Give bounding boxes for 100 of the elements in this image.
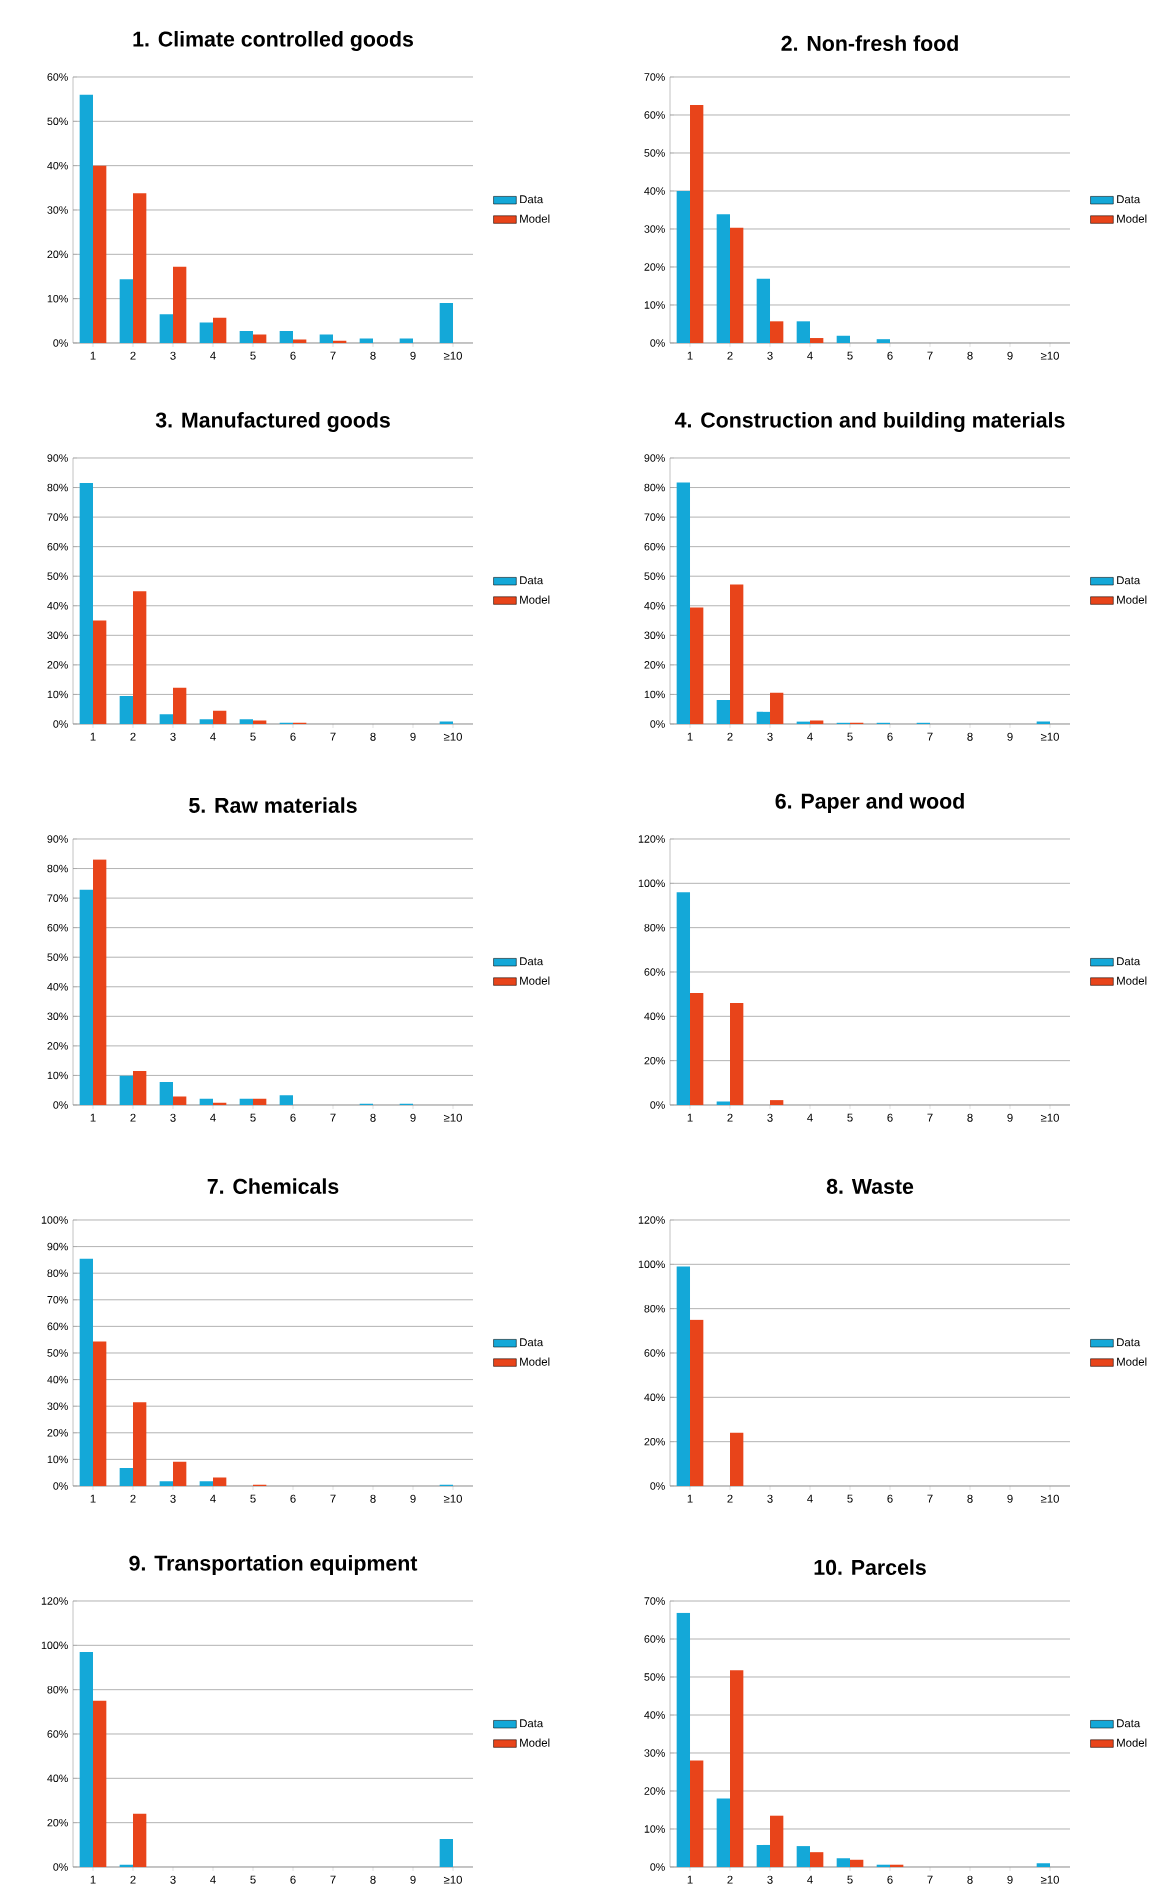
- x-tick-label: 9: [1007, 1113, 1013, 1122]
- x-tick-label: 5: [250, 1494, 256, 1503]
- x-tick-label: 8: [370, 732, 376, 741]
- bar: [676, 1612, 691, 1867]
- y-tick-label: 60%: [644, 542, 665, 551]
- x-tick-label: 8: [370, 1875, 376, 1884]
- chart-title: 8. Waste: [826, 1178, 914, 1194]
- y-tick-label: 10%: [47, 690, 68, 699]
- y-tick-label: 10%: [644, 301, 665, 309]
- bar: [836, 335, 851, 343]
- y-tick-label: 60%: [47, 1730, 68, 1738]
- bar: [133, 193, 147, 343]
- x-tick-label: ≥10: [1040, 1875, 1059, 1884]
- x-tick-label: 7: [927, 1494, 933, 1503]
- y-tick-label: 40%: [644, 601, 665, 610]
- y-tick-label: 50%: [644, 572, 665, 580]
- y-tick-label: 20%: [47, 661, 68, 669]
- y-tick-label: 20%: [47, 1429, 68, 1437]
- y-tick-label: 30%: [47, 1402, 68, 1410]
- x-tick-label: 3: [767, 1113, 773, 1122]
- x-tick-label: 7: [927, 1113, 933, 1122]
- x-tick-label: 1: [90, 1875, 96, 1884]
- bar: [239, 719, 253, 724]
- legend-label: Model: [1117, 1357, 1147, 1366]
- y-tick-label: 100%: [41, 1641, 68, 1650]
- y-tick-label: 30%: [644, 1749, 665, 1757]
- bar: [199, 1098, 213, 1105]
- x-tick-label: 8: [370, 1494, 376, 1503]
- y-tick-label: 20%: [47, 1818, 68, 1827]
- legend-label: Data: [520, 957, 544, 966]
- x-tick-label: 9: [410, 732, 416, 741]
- y-tick-label: 30%: [47, 206, 68, 214]
- x-tick-label: ≥10: [443, 1875, 462, 1884]
- bar: [213, 1477, 227, 1486]
- x-tick-label: 4: [807, 732, 813, 741]
- bar: [119, 279, 133, 343]
- y-tick-label: 60%: [47, 1322, 68, 1331]
- y-tick-label: 0%: [650, 1863, 665, 1871]
- x-tick-label: 8: [370, 1113, 376, 1122]
- bar: [690, 1319, 704, 1486]
- bar: [119, 695, 133, 724]
- x-tick-label: 1: [687, 732, 693, 741]
- y-tick-label: 10%: [47, 1455, 68, 1464]
- legend-label: Model: [1117, 1738, 1147, 1747]
- bar: [676, 892, 691, 1105]
- y-tick-label: 80%: [644, 483, 665, 492]
- x-tick-label: 6: [290, 1494, 296, 1503]
- x-tick-label: 7: [330, 732, 336, 741]
- x-tick-label: 5: [250, 351, 256, 360]
- bar: [239, 1098, 253, 1105]
- y-tick-label: 20%: [644, 1056, 665, 1065]
- x-tick-label: 1: [687, 351, 693, 360]
- bar: [730, 1670, 744, 1867]
- x-tick-label: 2: [727, 1494, 733, 1503]
- x-tick-label: 4: [210, 351, 216, 360]
- y-tick-label: 0%: [53, 1101, 68, 1109]
- bar: [213, 710, 227, 724]
- y-tick-label: 50%: [644, 149, 665, 157]
- bar: [756, 1844, 771, 1867]
- x-tick-label: 4: [210, 1875, 216, 1884]
- bar: [119, 1075, 133, 1105]
- y-tick-label: 20%: [644, 1437, 665, 1446]
- bar: [810, 1852, 824, 1867]
- bar: [279, 1095, 294, 1105]
- bar: [93, 620, 107, 724]
- y-tick-label: 40%: [47, 601, 68, 610]
- y-tick-label: 50%: [644, 1673, 665, 1681]
- y-tick-label: 90%: [47, 1242, 68, 1251]
- bar: [133, 1071, 147, 1105]
- y-tick-label: 50%: [47, 953, 68, 961]
- x-tick-label: 7: [330, 351, 336, 360]
- bar: [213, 317, 227, 343]
- x-tick-label: 2: [130, 1875, 136, 1884]
- y-tick-label: 0%: [650, 339, 665, 347]
- y-tick-label: 70%: [644, 73, 665, 81]
- y-tick-label: 80%: [47, 1685, 68, 1694]
- x-tick-label: 5: [847, 1875, 853, 1884]
- x-tick-label: 7: [330, 1494, 336, 1503]
- bar: [690, 105, 704, 343]
- bar: [199, 1481, 213, 1486]
- x-tick-label: 8: [967, 1113, 973, 1122]
- bar: [239, 331, 253, 343]
- x-tick-label: 9: [1007, 1494, 1013, 1503]
- x-tick-label: 2: [727, 1875, 733, 1884]
- bar: [1036, 1863, 1051, 1867]
- legend-label: Model: [1117, 595, 1147, 604]
- legend-label: Model: [1117, 976, 1147, 985]
- y-tick-label: 40%: [644, 187, 665, 195]
- y-tick-label: 40%: [47, 161, 68, 170]
- bar: [730, 584, 744, 724]
- bar: [676, 1266, 691, 1486]
- x-tick-label: 1: [90, 351, 96, 360]
- y-tick-label: 0%: [53, 339, 68, 347]
- x-tick-label: 2: [727, 351, 733, 360]
- x-tick-label: 8: [967, 351, 973, 360]
- y-tick-label: 30%: [644, 631, 665, 640]
- x-tick-label: 6: [887, 1113, 893, 1122]
- bar: [173, 1461, 187, 1486]
- x-tick-label: 5: [847, 351, 853, 360]
- bar: [133, 1402, 147, 1486]
